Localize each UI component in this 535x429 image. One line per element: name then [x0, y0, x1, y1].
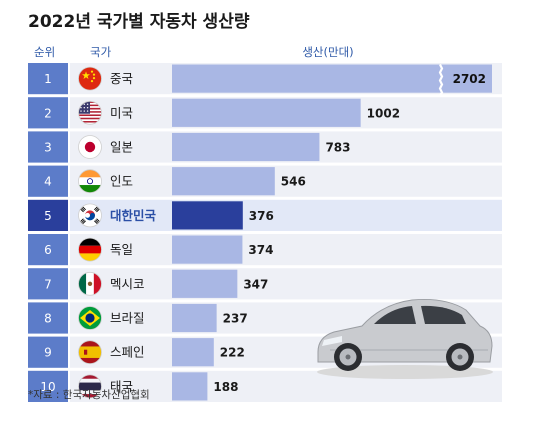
country-header: 국가 — [90, 45, 112, 59]
rank-number: 6 — [44, 243, 52, 257]
rank-box — [28, 199, 68, 231]
country-label: 중국 — [110, 71, 133, 86]
rank-number: 1 — [44, 72, 52, 86]
bar — [172, 64, 492, 93]
thailand-flag-icon — [78, 374, 102, 399]
bar — [172, 303, 217, 333]
india-flag-icon — [78, 169, 102, 194]
value-label: 347 — [243, 277, 268, 291]
rank-header: 순위 — [34, 45, 55, 59]
chart-title: 2022년 국가별 자동차 생산량 — [28, 12, 250, 32]
bar — [172, 269, 238, 298]
country-label: 대한민국 — [110, 208, 157, 223]
chart-row: 1 중국 2702 — [28, 63, 502, 97]
rank-box — [28, 97, 68, 129]
value-label: 546 — [281, 175, 306, 189]
bar — [172, 132, 320, 162]
axis-break-mark — [438, 64, 444, 97]
source-note: *자료 : 한국자동차산업협회 — [28, 388, 150, 401]
country-label: 스페인 — [110, 345, 145, 360]
bar — [172, 201, 243, 230]
japan-flag-icon — [78, 135, 102, 159]
usa-flag-icon — [78, 100, 102, 125]
rank-box — [28, 336, 68, 368]
chart-row: 9 스페인 222 — [28, 336, 502, 368]
country-label: 미국 — [110, 105, 133, 120]
chart-rows: 1 중국 2702 2 미국 1002 3 일본 783 4 인도 546 5 대한민국 376 6 독일 374… — [28, 63, 502, 402]
row-background — [70, 234, 502, 266]
row-background — [70, 165, 502, 197]
chart-row: 6 독일 374 — [28, 234, 502, 266]
bar — [172, 235, 243, 264]
bar — [172, 338, 214, 367]
value-label: 374 — [248, 243, 273, 257]
country-label: 독일 — [110, 242, 133, 257]
rank-box — [28, 131, 68, 163]
china-flag-icon — [78, 66, 102, 91]
country-label: 멕시코 — [110, 276, 145, 291]
chart-row: 5 대한민국 376 — [28, 199, 502, 231]
spain-flag-icon — [78, 340, 102, 365]
chart-row: 7 멕시코 347 — [28, 268, 502, 300]
value-label: 188 — [213, 380, 238, 394]
rank-number: 7 — [44, 277, 52, 291]
rank-box — [28, 268, 68, 300]
rank-box — [28, 63, 68, 95]
value-label: 1002 — [367, 106, 400, 120]
chart-row: 3 일본 783 — [28, 131, 502, 163]
value-label: 222 — [220, 346, 245, 360]
rank-box — [28, 165, 68, 197]
bar — [172, 98, 361, 127]
rank-number: 9 — [44, 346, 52, 360]
country-label: 인도 — [110, 174, 133, 189]
brazil-flag-icon — [78, 306, 102, 330]
car-illustration — [317, 299, 493, 379]
korea-flag-icon — [78, 203, 102, 228]
value-label: 2702 — [453, 72, 486, 86]
rank-number: 2 — [44, 106, 52, 120]
chart-row: 4 인도 546 — [28, 165, 502, 197]
rank-box — [28, 234, 68, 266]
bar — [172, 372, 208, 401]
rank-number: 4 — [44, 175, 52, 189]
bar — [172, 167, 275, 196]
rank-number: 5 — [44, 209, 52, 223]
value-label: 237 — [223, 312, 248, 326]
rank-box — [28, 370, 68, 402]
production-header: 생산(만대) — [302, 45, 353, 59]
rank-number: 8 — [44, 312, 52, 326]
germany-flag-icon — [78, 237, 102, 262]
value-label: 783 — [325, 141, 350, 155]
rank-number: 3 — [44, 141, 52, 155]
rank-box — [28, 302, 68, 334]
mexico-flag-icon — [78, 271, 102, 296]
rank-number: 10 — [40, 380, 55, 394]
country-label: 태국 — [110, 379, 133, 394]
chart-row: 2 미국 1002 — [28, 97, 502, 129]
row-background — [70, 268, 502, 300]
value-label: 376 — [249, 209, 274, 223]
row-background — [70, 199, 502, 231]
country-label: 브라질 — [110, 311, 145, 326]
country-label: 일본 — [110, 140, 133, 155]
